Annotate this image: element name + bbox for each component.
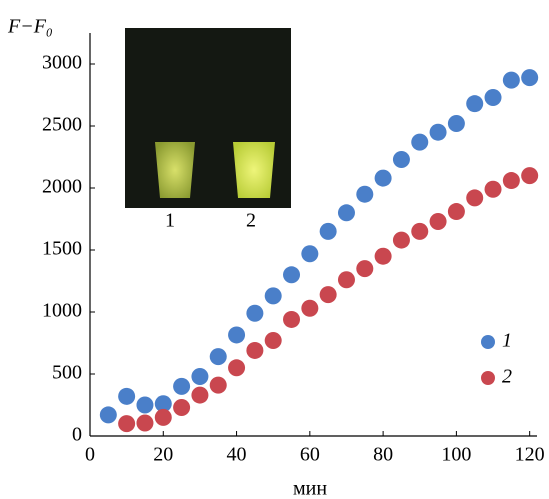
point	[191, 386, 209, 404]
point	[429, 212, 447, 230]
point	[136, 414, 154, 432]
point	[484, 88, 502, 106]
point	[374, 247, 392, 265]
point	[209, 348, 227, 366]
point	[411, 133, 429, 151]
x-tick-label: 100	[441, 444, 471, 466]
point	[319, 222, 337, 240]
point	[209, 376, 227, 394]
point	[173, 377, 191, 395]
point	[521, 69, 539, 87]
x-axis-label: мин	[293, 478, 327, 499]
point	[301, 299, 319, 317]
y-axis-label: F−F₀	[7, 16, 53, 38]
point	[356, 260, 374, 278]
point	[502, 71, 520, 89]
point	[99, 406, 117, 424]
legend-marker	[481, 371, 495, 385]
point	[337, 204, 355, 222]
x-tick-label: 80	[373, 444, 393, 466]
x-tick-label: 40	[227, 444, 247, 466]
y-tick-label: 1000	[42, 300, 82, 322]
point	[228, 326, 246, 344]
legend-marker	[481, 335, 495, 349]
point	[521, 167, 539, 185]
tube-2	[233, 142, 275, 198]
point	[173, 398, 191, 416]
point	[356, 185, 374, 203]
y-tick-label: 0	[72, 424, 82, 446]
point	[319, 286, 337, 304]
point	[283, 310, 301, 328]
point	[466, 95, 484, 113]
legend-label: 2	[502, 366, 512, 388]
point	[246, 304, 264, 322]
tube-1	[155, 142, 195, 198]
legend-label: 1	[502, 330, 512, 352]
point	[502, 172, 520, 190]
point	[191, 367, 209, 385]
point	[337, 271, 355, 289]
point	[154, 395, 172, 413]
inset-label: 2	[246, 210, 256, 232]
point	[264, 332, 282, 350]
point	[118, 387, 136, 405]
point	[228, 359, 246, 377]
point	[136, 396, 154, 414]
point	[283, 266, 301, 284]
y-tick-label: 2000	[42, 176, 82, 198]
point	[264, 287, 282, 305]
point	[118, 415, 136, 433]
point	[246, 341, 264, 359]
y-tick-label: 3000	[42, 52, 82, 74]
y-tick-label: 500	[52, 362, 82, 384]
point	[374, 169, 392, 187]
point	[484, 180, 502, 198]
point	[154, 408, 172, 426]
x-tick-label: 60	[300, 444, 320, 466]
x-tick-label: 120	[515, 444, 545, 466]
point	[447, 203, 465, 221]
point	[447, 115, 465, 133]
x-tick-label: 0	[85, 444, 95, 466]
point	[392, 150, 410, 168]
point	[411, 222, 429, 240]
point	[429, 123, 447, 141]
x-tick-label: 20	[153, 444, 173, 466]
y-tick-label: 1500	[42, 238, 82, 260]
point	[392, 231, 410, 249]
point	[301, 245, 319, 263]
y-tick-label: 2500	[42, 114, 82, 136]
inset-label: 1	[165, 210, 175, 232]
point	[466, 189, 484, 207]
